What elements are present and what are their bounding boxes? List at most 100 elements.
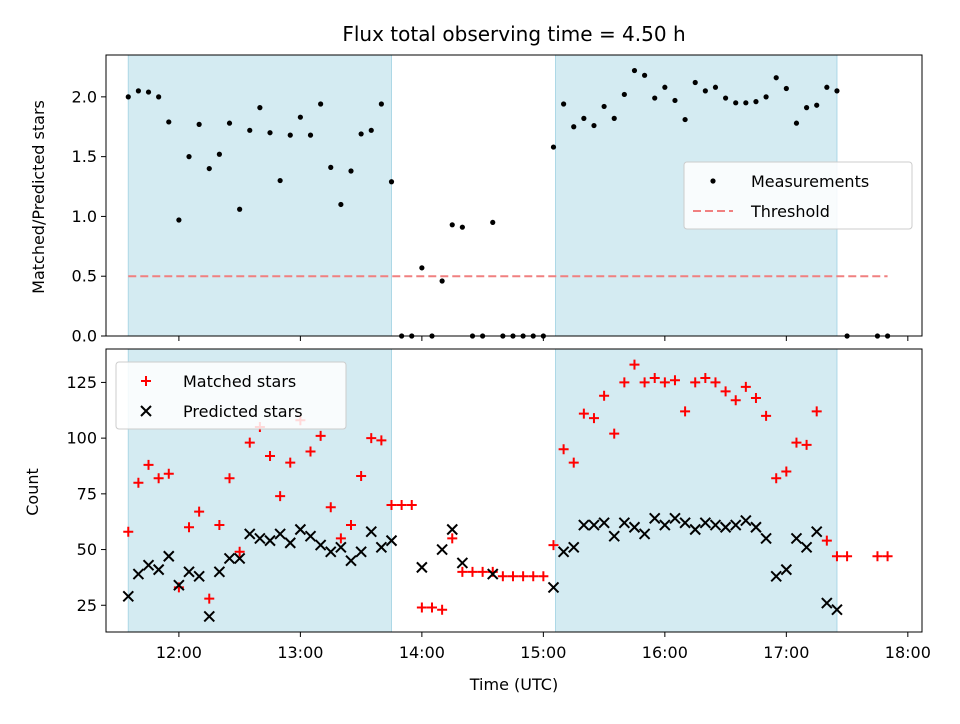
matched-stars-point — [234, 546, 245, 557]
matched-stars-point — [659, 377, 670, 388]
predicted-stars-point — [659, 519, 671, 531]
matched-stars-point — [801, 439, 812, 450]
matched-stars-point — [730, 395, 741, 406]
matched-stars-point — [629, 359, 640, 370]
measurement-point — [642, 72, 648, 78]
measurement-point — [449, 222, 455, 228]
count-panel: 25 50 75 100 125 12:00 13:00 14:00 15:00 16:00 17:… — [66, 348, 931, 662]
predicted-stars-point — [730, 519, 742, 531]
measurement-point — [378, 101, 384, 107]
matched-stars-point — [244, 437, 255, 448]
top-y-tick-label: 2.0 — [72, 87, 97, 106]
predicted-stars-point — [578, 519, 590, 531]
matched-stars-point — [376, 435, 387, 446]
matched-stars-point — [538, 571, 549, 582]
predicted-stars-point — [679, 517, 691, 529]
predicted-stars-point — [142, 559, 155, 571]
predicted-stars-point — [345, 554, 357, 567]
measurement-point — [206, 165, 212, 172]
predicted-stars-point — [547, 581, 560, 594]
matched-stars-point — [457, 566, 468, 577]
matched-stars-point — [831, 551, 842, 562]
predicted-stars-point — [335, 541, 347, 554]
predicted-stars-point — [254, 532, 266, 545]
measurement-point — [216, 151, 222, 157]
predicted-stars-point — [385, 534, 398, 547]
predicted-stars-point — [304, 530, 317, 542]
top-axes-frame — [105, 54, 923, 337]
measurement-point — [733, 100, 739, 106]
measurement-point — [793, 120, 800, 126]
measurement-point — [652, 95, 658, 101]
predicted-stars-point — [132, 568, 145, 580]
matched-stars-point — [720, 386, 731, 397]
matched-stars-point — [619, 377, 630, 388]
predicted-stars-point — [436, 543, 448, 556]
matched-stars-point — [406, 499, 417, 510]
measurement-point — [358, 131, 364, 137]
bottom-axes-frame — [105, 348, 923, 633]
matched-stars-point — [437, 604, 448, 615]
matched-stars-point — [335, 533, 346, 544]
measurement-point — [156, 94, 162, 100]
matched-stars-point — [275, 491, 286, 502]
predicted-stars-point — [446, 523, 458, 536]
measurement-point — [561, 101, 567, 107]
x-tick-label: 16:00 — [642, 643, 688, 662]
predicted-stars-point — [487, 568, 499, 580]
predicted-stars-point — [375, 541, 388, 554]
x-tick-label: 12:00 — [156, 643, 202, 662]
matched-stars-point — [356, 471, 367, 482]
measurement-point — [490, 219, 496, 226]
matched-stars-point — [548, 540, 559, 551]
matched-stars-point — [588, 413, 599, 424]
predicted-stars-point — [598, 517, 610, 529]
measurement-point — [307, 132, 314, 138]
x-tick-label: 17:00 — [763, 643, 809, 662]
predicted-stars-point — [811, 526, 823, 538]
predicted-stars-point — [314, 539, 327, 551]
measurement-point — [277, 177, 283, 184]
matched-stars-point — [346, 520, 357, 531]
predicted-stars-point — [284, 537, 296, 549]
measurement-point — [682, 116, 688, 123]
matched-stars-point — [133, 477, 144, 488]
legend-predicted-label: Predicted stars — [183, 402, 303, 421]
measurement-point — [601, 103, 607, 110]
measurement-point — [297, 114, 303, 120]
predicted-stars-point — [831, 604, 843, 616]
predicted-stars-point — [365, 526, 377, 538]
measurement-point — [237, 206, 243, 212]
matched-stars-point — [305, 446, 316, 457]
measurement-point — [783, 85, 789, 92]
x-tick-label: 15:00 — [520, 643, 566, 662]
predicted-stars-point — [689, 523, 701, 536]
matched-stars-point — [184, 522, 195, 533]
measurement-point — [743, 100, 749, 106]
matched-stars-point — [761, 410, 772, 421]
measurement-point — [388, 179, 395, 185]
predicted-stars-point — [821, 597, 833, 609]
measurement-point — [459, 224, 465, 230]
measurement-point — [550, 144, 557, 150]
predicted-stars-point — [456, 557, 469, 569]
matched-stars-point — [416, 602, 427, 613]
measurement-point — [722, 95, 729, 101]
measurement-point — [571, 124, 577, 130]
matched-stars-point — [204, 593, 215, 604]
matched-stars-point — [649, 372, 660, 383]
bottom-y-tick-label: 25 — [77, 596, 97, 615]
predicted-stars-point — [740, 514, 752, 527]
matched-stars-point — [447, 533, 458, 544]
predicted-stars-point — [770, 570, 782, 582]
matched-stars-point — [396, 499, 407, 510]
predicted-stars-point — [709, 519, 722, 531]
matched-stars-point — [518, 571, 529, 582]
matched-stars-point — [315, 430, 326, 441]
matched-stars-point — [507, 571, 518, 582]
predicted-stars-point — [800, 541, 813, 554]
measurement-point — [257, 105, 263, 111]
predicted-stars-point — [122, 590, 134, 603]
matched-stars-point — [781, 466, 792, 477]
matched-stars-point — [214, 520, 225, 531]
